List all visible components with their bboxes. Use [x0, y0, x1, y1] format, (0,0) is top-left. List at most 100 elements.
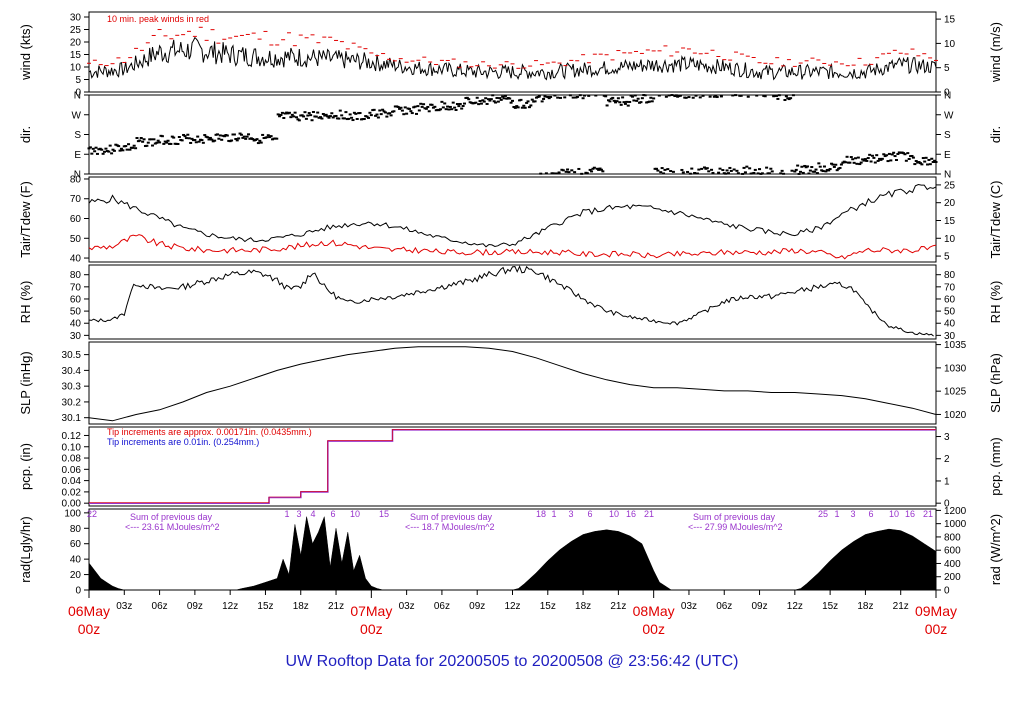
dir-point — [907, 157, 911, 160]
dir-point — [539, 172, 543, 175]
dir-point — [693, 171, 697, 174]
dir-point — [208, 136, 212, 139]
ytick-right-label: 70 — [944, 282, 956, 293]
ytick-label: 0.08 — [62, 454, 82, 465]
hour-mark: 6 — [868, 509, 873, 519]
dir-point — [659, 171, 663, 174]
ytick-label: 10 — [70, 63, 82, 74]
dir-point — [669, 170, 673, 173]
dir-point — [303, 111, 307, 114]
dir-point — [103, 150, 107, 153]
dir-point — [256, 142, 260, 145]
dir-point — [817, 162, 821, 165]
dir-point — [660, 167, 664, 170]
dir-point — [513, 106, 517, 109]
dir-point — [770, 170, 774, 173]
dir-point — [626, 104, 630, 107]
dir-point — [571, 96, 575, 99]
dir-point — [657, 94, 661, 97]
dir-point — [732, 168, 736, 171]
dir-point — [441, 106, 445, 109]
dir-point — [217, 137, 221, 140]
dir-point — [824, 170, 828, 173]
xtick-label: 18z — [293, 601, 309, 612]
day-summary-text: <--- 27.99 MJoules/m^2 — [688, 522, 783, 532]
dir-point — [904, 159, 908, 162]
dir-point — [635, 99, 639, 102]
dir-point — [237, 137, 241, 140]
dir-point — [110, 152, 114, 155]
hour-mark: 10 — [609, 509, 619, 519]
dir-point — [509, 101, 513, 104]
dir-point — [326, 115, 330, 118]
dir-point — [592, 166, 596, 169]
dir-point — [138, 139, 142, 142]
dir-point — [189, 141, 193, 144]
dir-point — [667, 94, 671, 97]
dir-point — [450, 108, 454, 111]
ytick-right-label: 1030 — [944, 363, 967, 374]
dir-point — [310, 119, 314, 122]
dir-point — [587, 94, 591, 97]
dir-point — [547, 97, 551, 100]
hour-mark: 10 — [889, 509, 899, 519]
dir-point — [478, 100, 482, 103]
hour-mark: 3 — [850, 509, 855, 519]
dir-point — [906, 152, 910, 155]
dir-point — [591, 167, 595, 170]
ytick-label: 0.12 — [62, 431, 82, 442]
dir-point — [465, 96, 469, 99]
ytick-label: 50 — [70, 234, 82, 245]
ytick-right-label: 80 — [944, 270, 956, 281]
dir-point — [686, 170, 690, 173]
dewpoint-line — [88, 234, 937, 260]
dir-point — [403, 106, 407, 109]
dir-tick-label: W — [72, 110, 82, 121]
dir-point — [282, 117, 286, 120]
dir-point — [866, 157, 870, 160]
dir-tick-label-right: N — [944, 170, 951, 181]
dir-point — [499, 98, 503, 101]
dir-point — [383, 111, 387, 114]
dir-point — [334, 114, 338, 117]
dir-point — [736, 172, 740, 175]
dir-point — [731, 94, 735, 97]
dir-point — [276, 113, 280, 116]
hour-mark: 16 — [626, 509, 636, 519]
dir-point — [193, 139, 197, 142]
ytick-label: 60 — [70, 214, 82, 225]
dir-point — [752, 171, 756, 174]
dir-point — [690, 167, 694, 170]
dir-point — [293, 111, 297, 114]
dir-point — [630, 95, 634, 98]
ytick-right-label: 0 — [944, 88, 950, 99]
dir-point — [107, 150, 111, 153]
ytick-right-label: 0 — [944, 499, 950, 510]
xtick-label: 03z — [116, 601, 132, 612]
dir-point — [131, 146, 135, 149]
ytick-label: 40 — [70, 254, 82, 265]
dir-point — [782, 172, 786, 175]
dir-point — [889, 159, 893, 162]
dir-point — [337, 117, 341, 120]
dir-point — [546, 95, 550, 98]
dir-point — [855, 162, 859, 165]
dir-point — [503, 94, 507, 97]
dir-point — [190, 137, 194, 140]
dir-point — [625, 100, 629, 103]
dir-point — [523, 106, 527, 109]
dir-point — [117, 145, 121, 148]
dir-point — [601, 170, 605, 173]
dir-point — [719, 95, 723, 98]
ytick-label: 0.00 — [62, 499, 82, 510]
dir-point — [798, 170, 802, 173]
wind-speed-line — [88, 36, 937, 81]
dir-point — [790, 169, 794, 172]
dir-point — [95, 152, 99, 155]
dir-point — [481, 99, 485, 102]
dir-point — [245, 135, 249, 138]
dir-point — [160, 135, 164, 138]
dir-point — [241, 136, 245, 139]
hour-mark: 25 — [818, 509, 828, 519]
dir-point — [155, 141, 159, 144]
